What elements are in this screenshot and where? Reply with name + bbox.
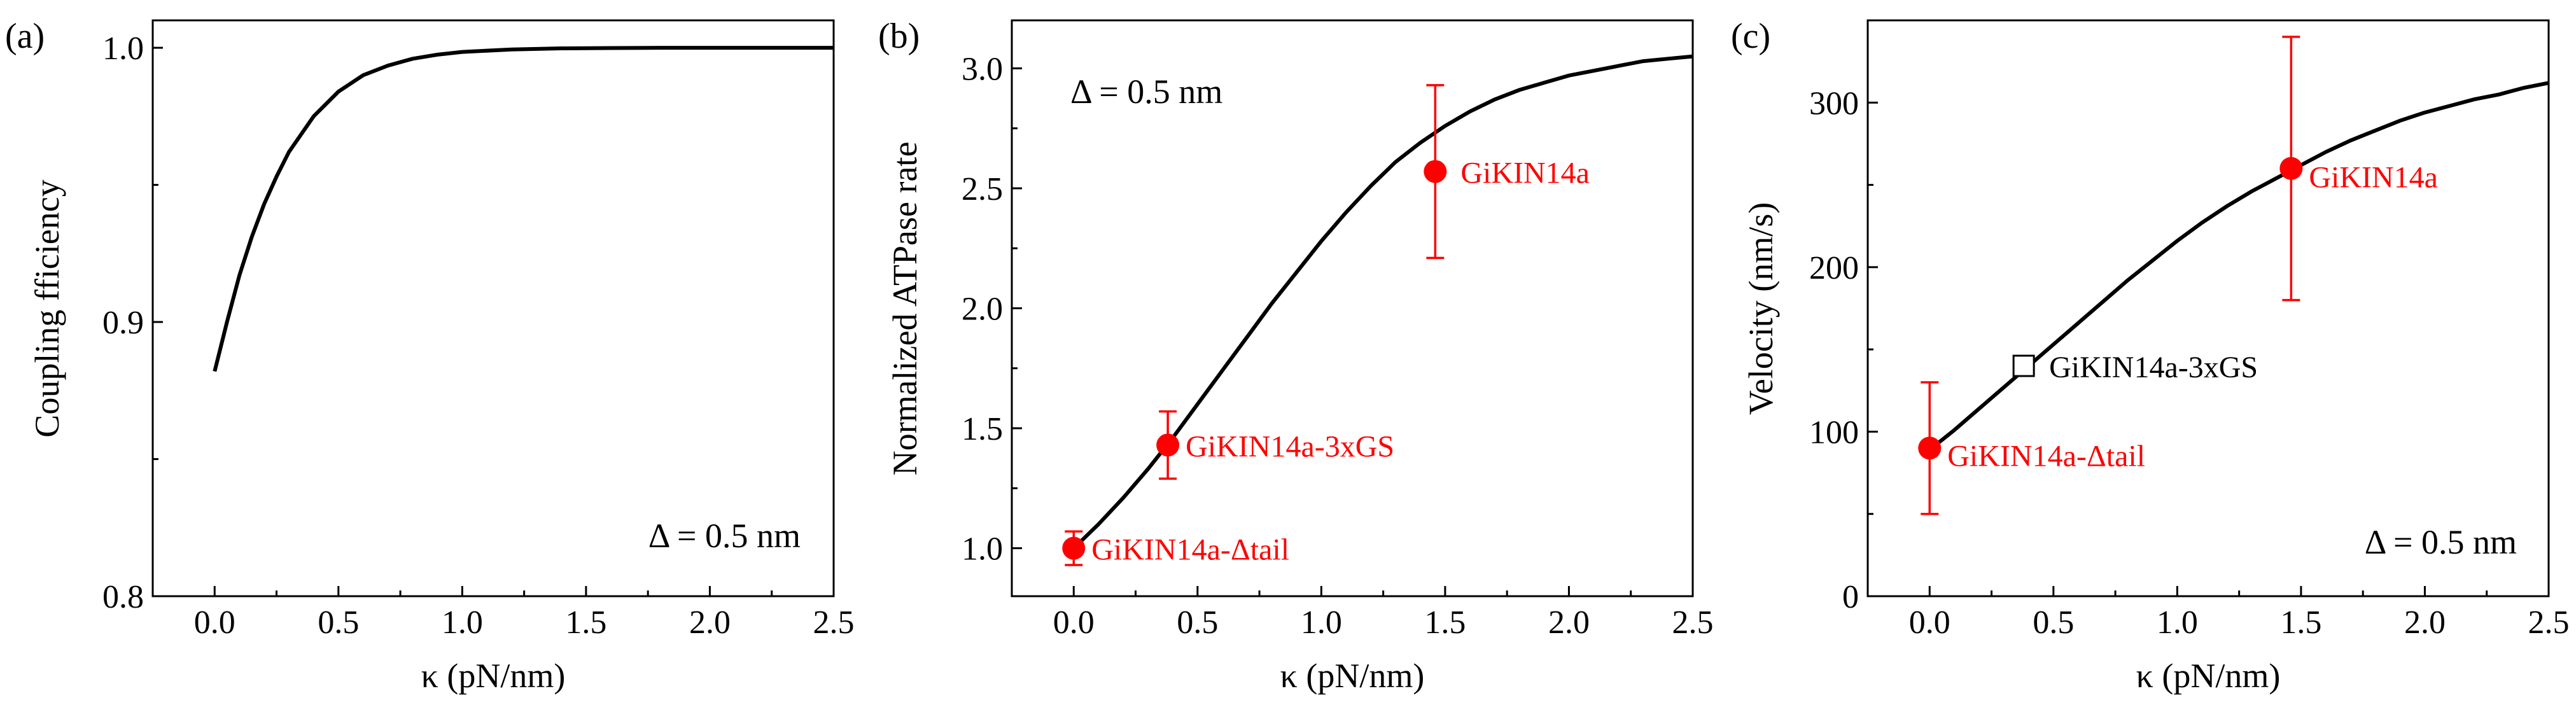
panel-a-label: (a)	[5, 17, 45, 56]
panel-c-plot-frame	[1866, 19, 2550, 597]
x-tick-label: 1.0	[1301, 604, 1342, 641]
y-tick-label: 1.0	[102, 31, 144, 67]
data-point	[1918, 436, 1942, 460]
data-point	[2279, 157, 2303, 180]
x-tick-label: 2.0	[1548, 604, 1590, 641]
y-tick-label: 2.5	[962, 171, 1003, 207]
x-tick-label: 0.5	[1177, 604, 1218, 641]
data-point	[1424, 160, 1447, 183]
x-tick-label: 0.5	[2033, 604, 2074, 641]
x-tick-label: 2.0	[2404, 604, 2446, 641]
x-tick-label: 0.5	[318, 604, 359, 641]
x-tick-label: 2.5	[1672, 604, 1714, 641]
y-tick-label: 0.9	[102, 305, 144, 341]
data-point-label: GiKIN14a	[1460, 157, 1590, 190]
data-point-label: GiKIN14a-Δtail	[1947, 439, 2145, 473]
y-tick-label: 300	[1809, 85, 1859, 122]
x-tick-label: 0.0	[1053, 604, 1095, 641]
panel-a-plot-frame	[151, 19, 835, 597]
panel-b-model-curve	[1072, 54, 1693, 550]
panel-b-annotation: Δ = 0.5 nm	[1070, 73, 1222, 111]
panel-c: (c) 0.0 0.5 1.0 1.5 2.0 2.5 0 100 200 300 GiKIN14…	[1731, 17, 2570, 695]
y-tick-label: 200	[1809, 250, 1859, 286]
panel-c-model-curve	[1928, 81, 2549, 452]
panel-b-label: (b)	[878, 17, 920, 56]
panel-c-points: GiKIN14a-Δtail GiKIN14a-3xGS GiKIN14a	[1918, 36, 2438, 515]
x-tick-label: 1.0	[2157, 604, 2198, 641]
panel-a-efficiency-curve	[213, 46, 834, 372]
data-point	[1156, 433, 1180, 457]
panel-c-label: (c)	[1731, 17, 1770, 56]
y-tick-label: 0.8	[102, 579, 144, 615]
data-point-label: GiKIN14a-Δtail	[1091, 533, 1289, 567]
data-point	[1062, 536, 1086, 560]
panel-a-annotation: Δ = 0.5 nm	[648, 517, 801, 555]
y-tick-label: 1.5	[962, 411, 1003, 447]
y-tick-label: 100	[1809, 414, 1859, 450]
panel-a-x-axis-label: κ (pN/nm)	[421, 657, 566, 695]
panel-c-y-axis-label: Velocity (nm/s)	[1742, 202, 1780, 415]
data-point-label: GiKIN14a-3xGS	[1186, 429, 1394, 463]
x-tick-label: 1.5	[565, 604, 606, 641]
x-tick-label: 1.0	[442, 604, 483, 641]
panel-b-ticks: 0.0 0.5 1.0 1.5 2.0 2.5 1.0 1.5 2.0 2.5 3.0	[962, 51, 1714, 641]
x-tick-label: 2.0	[689, 604, 731, 641]
panel-a: (a) 0.0 0.5 1.0 1.5 2.0 2.5 0.8 0.9 1.0 Δ = 0.5 …	[5, 17, 855, 695]
y-tick-label: 1.0	[962, 531, 1003, 568]
y-tick-label: 3.0	[962, 51, 1003, 87]
panel-b-points: GiKIN14a-Δtail GiKIN14a-3xGS GiKIN14a	[1062, 84, 1590, 567]
x-tick-label: 1.5	[1424, 604, 1466, 641]
data-point-label: GiKIN14a-3xGS	[2049, 351, 2258, 384]
x-tick-label: 1.5	[2280, 604, 2321, 641]
y-tick-label: 0	[1842, 579, 1859, 615]
panel-b-x-axis-label: κ (pN/nm)	[1280, 657, 1425, 695]
x-tick-label: 2.5	[813, 604, 855, 641]
data-point-square	[2012, 354, 2035, 377]
x-tick-label: 0.0	[1909, 604, 1950, 641]
panel-c-annotation: Δ = 0.5 nm	[2365, 523, 2517, 561]
y-tick-label: 2.0	[962, 291, 1003, 328]
panel-b-y-axis-label: Normalized ATPase rate	[886, 142, 924, 476]
panel-a-ticks: 0.0 0.5 1.0 1.5 2.0 2.5 0.8 0.9 1.0	[102, 31, 855, 641]
data-point-label: GiKIN14a	[2309, 161, 2438, 195]
panel-c-ticks: 0.0 0.5 1.0 1.5 2.0 2.5 0 100 200 300	[1809, 85, 2570, 641]
x-tick-label: 0.0	[194, 604, 235, 641]
panel-c-x-axis-label: κ (pN/nm)	[2136, 657, 2281, 695]
panel-a-y-axis-label: Coupling fficiency	[28, 179, 66, 437]
x-tick-label: 2.5	[2528, 604, 2570, 641]
panel-b: (b) 0.0 0.5 1.0 1.5 2.0 2.5 1.0 1.5 2.0 2.5 3.0 Gi…	[878, 17, 1714, 695]
